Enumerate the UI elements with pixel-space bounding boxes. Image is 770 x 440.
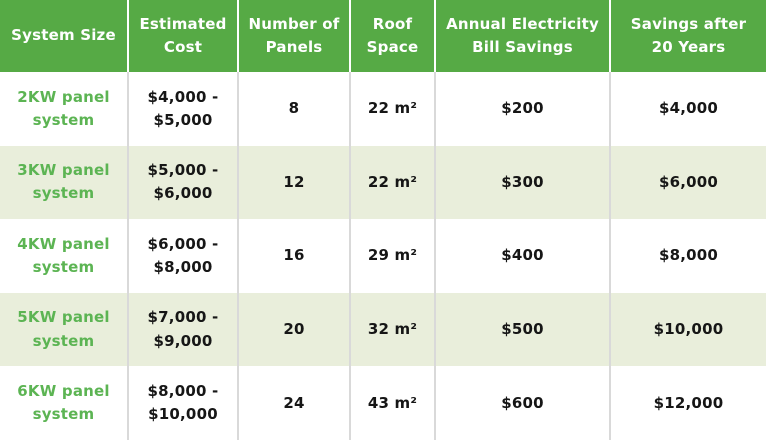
table-row-3kw: 3KW panel system $5,000 - $6,000 12 22 m… — [0, 145, 766, 220]
cell-number-of-panels: 8 — [239, 72, 351, 146]
cell-roof-space: 43 m² — [351, 366, 436, 440]
header-cell-estimated-cost: Estimated Cost — [129, 0, 239, 72]
cell-number-of-panels: 24 — [239, 366, 351, 440]
header-cell-roof-space: Roof Space — [351, 0, 436, 72]
header-cell-number-of-panels: Number of Panels — [239, 0, 351, 72]
cell-roof-space: 22 m² — [351, 72, 436, 146]
cell-estimated-cost: $5,000 - $6,000 — [129, 145, 239, 220]
table-row-2kw: 2KW panel system $4,000 - $5,000 8 22 m²… — [0, 72, 766, 146]
cell-system-size: 2KW panel system — [0, 72, 129, 146]
cell-system-size: 6KW panel system — [0, 366, 129, 440]
cell-system-size: 3KW panel system — [0, 145, 129, 220]
table-row-5kw: 5KW panel system $7,000 - $9,000 20 32 m… — [0, 292, 766, 367]
table-row-4kw: 4KW panel system $6,000 - $8,000 16 29 m… — [0, 219, 766, 293]
header-cell-bill-savings: Annual Electricity Bill Savings — [436, 0, 611, 72]
cell-bill-savings: $300 — [436, 145, 611, 220]
cell-roof-space: 29 m² — [351, 219, 436, 293]
cell-roof-space: 32 m² — [351, 292, 436, 367]
cell-20yr-savings: $4,000 — [658, 99, 719, 118]
cell-roof-space: 22 m² — [351, 145, 436, 220]
cell-estimated-cost: $4,000 - $5,000 — [129, 72, 239, 146]
cell-number-of-panels: 20 — [239, 292, 351, 367]
cell-bill-savings: $400 — [436, 219, 611, 293]
cell-bill-savings: $600 — [436, 366, 611, 440]
cell-number-of-panels: 12 — [239, 145, 351, 220]
cell-bill-savings: $200 — [436, 72, 611, 146]
cell-20yr-savings: $8,000 — [658, 246, 719, 265]
table-row-6kw: 6KW panel system $8,000 - $10,000 24 43 … — [0, 366, 766, 440]
header-cell-20yr-savings: Savings after 20 Years — [630, 14, 747, 56]
cell-estimated-cost: $6,000 - $8,000 — [129, 219, 239, 293]
cell-bill-savings: $500 — [436, 292, 611, 367]
header-cell-system-size: System Size — [0, 0, 129, 72]
cell-system-size: 5KW panel system — [0, 292, 129, 367]
cell-estimated-cost: $7,000 - $9,000 — [129, 292, 239, 367]
table-header-row: System Size Estimated Cost Number of Pan… — [0, 0, 766, 72]
cell-system-size: 4KW panel system — [0, 219, 129, 293]
cell-number-of-panels: 16 — [239, 219, 351, 293]
cell-estimated-cost: $8,000 - $10,000 — [129, 366, 239, 440]
cell-20yr-savings: $10,000 — [653, 319, 724, 338]
cell-20yr-savings: $12,000 — [653, 393, 724, 412]
cell-20yr-savings: $6,000 — [658, 172, 719, 191]
